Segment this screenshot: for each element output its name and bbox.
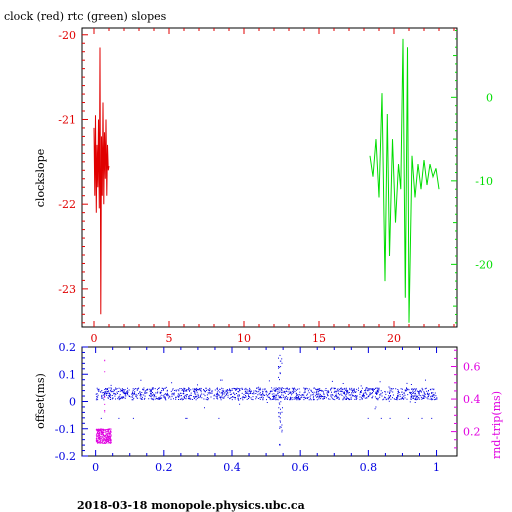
chart-title: clock (red) rtc (green) slopes [4, 10, 167, 23]
y-axis-label-rnd-trip: rnd-trip(ms) [490, 391, 503, 459]
rtc-slope-series [369, 38, 440, 323]
offset-spike [278, 354, 283, 446]
x-tick-label: 0.6 [291, 461, 309, 474]
y-left-tick-label: -0.1 [55, 423, 76, 436]
y-left-tick-label: -22 [58, 198, 76, 211]
y-left-tick-label: -0.2 [55, 450, 76, 463]
y-axis-label-offset: offset(ms) [34, 373, 47, 429]
y-left-tick-label: 0.2 [59, 341, 77, 354]
x-tick-label: 1 [433, 461, 440, 474]
x-tick-label: 15 [312, 332, 326, 345]
x-tick-label: 10 [237, 332, 251, 345]
y-right-tick-label: -20 [475, 258, 493, 271]
y-right-tick-label: 0.4 [463, 393, 481, 406]
x-tick-label: 0.8 [360, 461, 378, 474]
x-tick-label: 0 [92, 461, 99, 474]
clock-slope-series [93, 47, 110, 315]
offset-plot-frame [81, 346, 458, 457]
y-left-tick-label: -21 [58, 113, 76, 126]
x-tick-label: 5 [166, 332, 173, 345]
x-tick-label: 0 [91, 332, 98, 345]
slopes-panel: 0 5 10 15 20 -20 -21 -22 -23 0 -10 -20 clockslope [34, 27, 493, 345]
y-left-tick-label: 0 [69, 396, 76, 409]
offset-series [95, 379, 438, 419]
y-left-tick-label: 0.1 [59, 368, 77, 381]
x-tick-label: 0.2 [155, 461, 173, 474]
rnd-trip-series [95, 359, 112, 444]
y-left-tick-label: -20 [58, 29, 76, 42]
y-left-tick-label: -23 [58, 283, 76, 296]
y-right-tick-label: 0 [486, 91, 493, 104]
slopes-plot-frame [81, 27, 458, 328]
x-tick-label: 0.4 [223, 461, 241, 474]
y-right-tick-label: 0.6 [463, 361, 481, 374]
x-tick-label: 20 [387, 332, 401, 345]
offset-panel: 0 0.2 0.4 0.6 0.8 1 0.2 0.1 0 -0.1 -0.2 0.6 0.4 0.2 o… [34, 341, 503, 474]
footer-date-host: 2018-03-18 monopole.physics.ubc.ca [77, 499, 305, 512]
y-axis-label-clockslope: clockslope [34, 149, 47, 207]
y-right-tick-label: -10 [475, 175, 493, 188]
y-right-tick-label: 0.2 [463, 426, 481, 439]
